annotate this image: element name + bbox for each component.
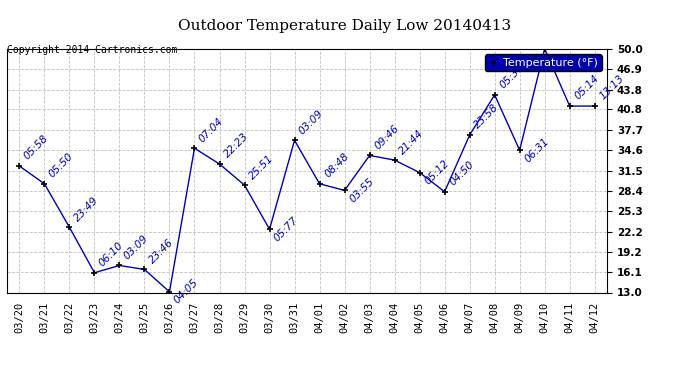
Text: 05:50: 05:50: [47, 152, 75, 180]
Text: Outdoor Temperature Daily Low 20140413: Outdoor Temperature Daily Low 20140413: [179, 19, 511, 33]
Text: 13:13: 13:13: [598, 74, 626, 102]
Text: 06:31: 06:31: [522, 136, 551, 164]
Text: 09:46: 09:46: [373, 123, 401, 151]
Text: 03:09: 03:09: [122, 233, 150, 261]
Text: 03:09: 03:09: [297, 108, 326, 136]
Text: 03:55: 03:55: [347, 176, 375, 204]
Text: 22:23: 22:23: [222, 132, 250, 160]
Text: 06:10: 06:10: [97, 240, 126, 268]
Text: 04:50: 04:50: [447, 159, 475, 188]
Text: 04:05: 04:05: [172, 278, 201, 306]
Legend: Temperature (°F): Temperature (°F): [484, 54, 602, 71]
Text: 21:44: 21:44: [397, 128, 426, 156]
Text: 05:14: 05:14: [573, 74, 601, 102]
Text: 05:12: 05:12: [422, 158, 451, 186]
Text: 23:58: 23:58: [473, 103, 501, 131]
Text: 07:04: 07:04: [197, 116, 226, 144]
Text: Copyright 2014 Cartronics.com: Copyright 2014 Cartronics.com: [7, 45, 177, 55]
Text: 05:77: 05:77: [273, 215, 301, 243]
Text: 08:48: 08:48: [322, 152, 351, 180]
Text: 25:51: 25:51: [247, 153, 275, 181]
Text: 23:49: 23:49: [72, 195, 101, 223]
Text: 05:30: 05:30: [497, 62, 526, 91]
Text: 23:46: 23:46: [147, 237, 175, 265]
Text: 05:58: 05:58: [22, 134, 50, 162]
